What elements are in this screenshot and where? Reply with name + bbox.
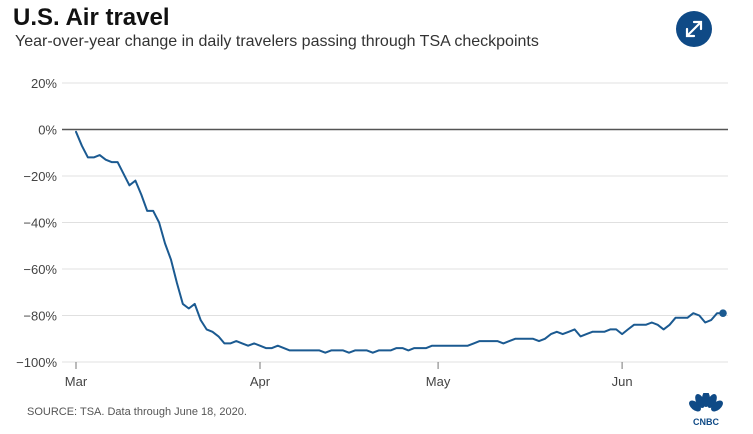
cnbc-logo: CNBC — [686, 391, 730, 434]
y-tick-label: 20% — [31, 76, 57, 91]
y-tick-label: −60% — [23, 262, 57, 277]
logo-text: CNBC — [693, 417, 719, 427]
expand-arrows-icon — [685, 20, 703, 38]
series-line — [75, 130, 724, 354]
y-tick-label: −100% — [16, 355, 57, 370]
chart-title: U.S. Air travel — [13, 4, 170, 31]
y-tick-label: −40% — [23, 216, 57, 231]
source-note: SOURCE: TSA. Data through June 18, 2020. — [27, 406, 247, 418]
chart-subtitle: Year-over-year change in daily travelers… — [15, 33, 539, 50]
y-tick-label: −80% — [23, 309, 57, 324]
x-tick-label: Apr — [250, 374, 271, 389]
expand-button[interactable] — [676, 11, 712, 47]
y-tick-label: 0% — [38, 123, 57, 138]
x-tick-label: May — [426, 374, 451, 389]
series-end-point — [719, 309, 727, 317]
x-tick-label: Mar — [65, 374, 88, 389]
x-tick-label: Jun — [612, 374, 633, 389]
cnbc-peacock-logo: CNBC — [689, 391, 723, 427]
y-tick-label: −20% — [23, 169, 57, 184]
